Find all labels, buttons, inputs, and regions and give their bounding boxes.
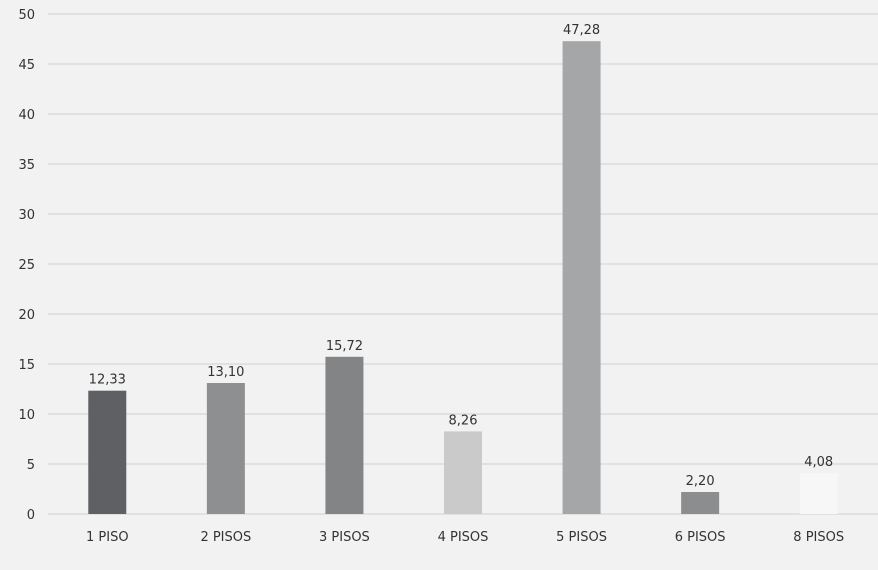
x-tick-label: 8 PISOS [793, 530, 844, 545]
bar [88, 390, 127, 514]
bar [325, 356, 364, 514]
x-tick-label: 4 PISOS [438, 530, 489, 545]
y-tick-label: 40 [18, 108, 35, 123]
gridlines [48, 13, 878, 515]
x-tick-label: 5 PISOS [556, 530, 607, 545]
y-tick-label: 35 [18, 158, 35, 173]
x-tick-label: 1 PISO [86, 530, 129, 545]
y-tick-label: 10 [18, 408, 35, 423]
data-label: 47,28 [563, 23, 600, 38]
y-tick-label: 5 [27, 458, 35, 473]
y-tick-label: 15 [18, 358, 35, 373]
data-labels: 12,33 13,10 15,72 8,26 47,28 2,20 4,08 [89, 23, 834, 489]
x-tick-label: 3 PISOS [319, 530, 370, 545]
bar [681, 492, 720, 514]
bars [88, 41, 838, 514]
y-tick-label: 50 [18, 8, 35, 23]
data-label: 15,72 [326, 339, 363, 354]
x-axis: 1 PISO 2 PISOS 3 PISOS 4 PISOS 5 PISOS 6 PISO… [86, 530, 844, 545]
data-label: 4,08 [804, 455, 833, 470]
x-tick-label: 2 PISOS [200, 530, 251, 545]
data-label: 2,20 [686, 474, 715, 489]
y-tick-label: 30 [18, 208, 35, 223]
y-axis: 0 5 10 15 20 25 30 35 40 45 50 [18, 8, 35, 523]
bar [444, 431, 482, 514]
bar [799, 473, 838, 514]
bar [562, 41, 601, 514]
y-tick-label: 0 [27, 508, 35, 523]
y-tick-label: 45 [18, 58, 35, 73]
x-tick-label: 6 PISOS [675, 530, 726, 545]
data-label: 8,26 [449, 413, 478, 428]
y-tick-label: 20 [18, 308, 35, 323]
bar [206, 383, 245, 514]
y-tick-label: 25 [18, 258, 35, 273]
data-label: 12,33 [89, 373, 126, 388]
data-label: 13,10 [207, 365, 244, 380]
